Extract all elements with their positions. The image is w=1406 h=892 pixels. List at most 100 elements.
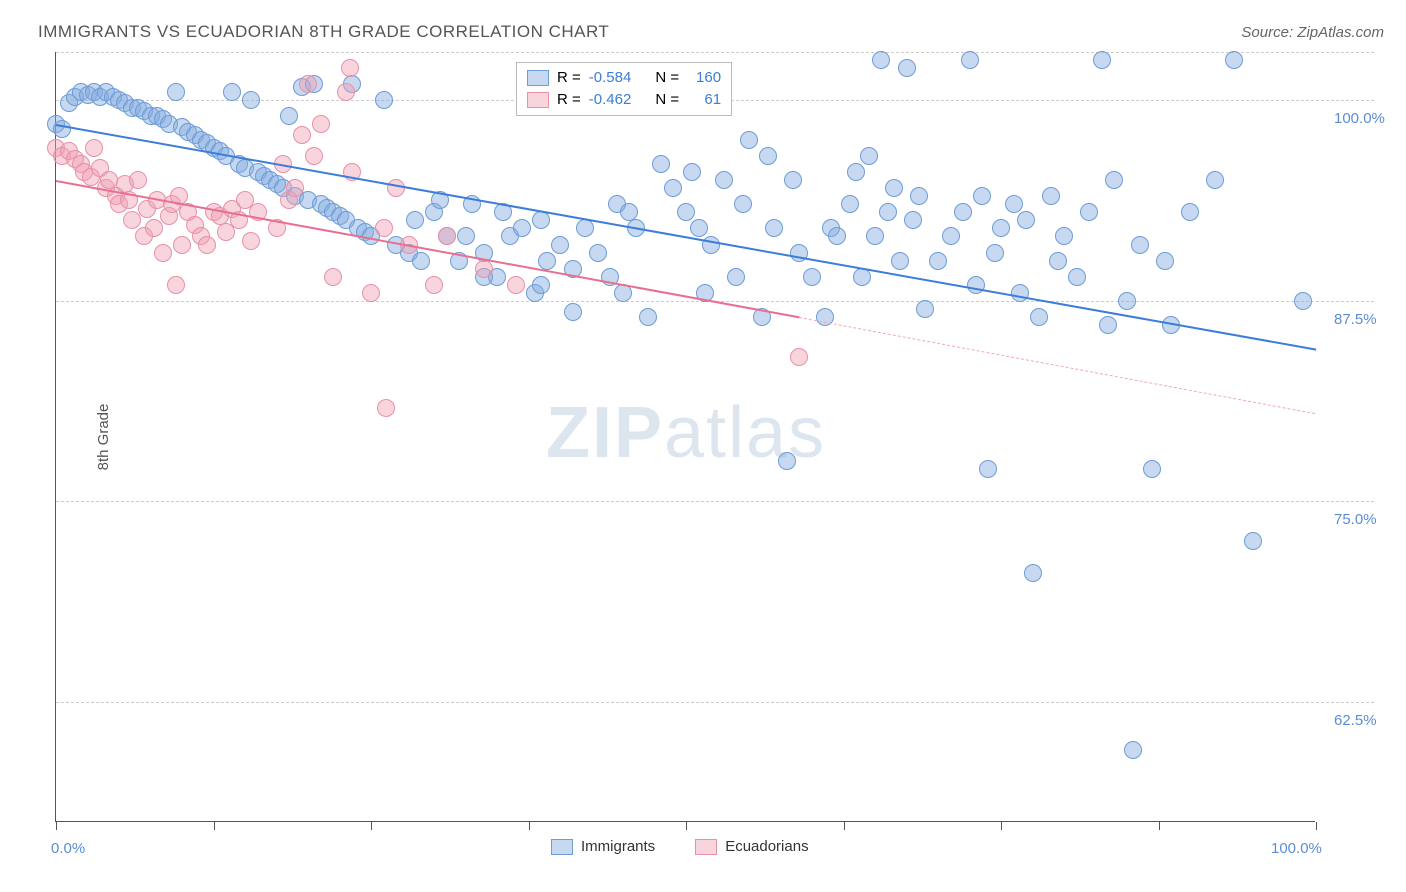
series-legend-item: Immigrants	[551, 836, 655, 858]
data-point	[1181, 203, 1199, 221]
data-point	[879, 203, 897, 221]
x-tick-label: 0.0%	[51, 840, 85, 857]
header-row: IMMIGRANTS VS ECUADORIAN 8TH GRADE CORRE…	[38, 22, 1384, 42]
data-point	[891, 252, 909, 270]
data-point	[375, 91, 393, 109]
data-point	[979, 460, 997, 478]
data-point	[242, 91, 260, 109]
data-point	[167, 83, 185, 101]
series-legend: Immigrants Ecuadorians	[551, 836, 809, 858]
data-point	[1206, 171, 1224, 189]
data-point	[841, 195, 859, 213]
data-point	[973, 187, 991, 205]
source-attribution: Source: ZipAtlas.com	[1241, 24, 1384, 41]
data-point	[664, 179, 682, 197]
data-point	[538, 252, 556, 270]
legend-row: R =-0.584N =160	[527, 67, 721, 89]
data-point	[1093, 51, 1111, 69]
data-point	[759, 147, 777, 165]
correlation-legend: R =-0.584N =160R = -0.462 N = 61	[516, 62, 732, 116]
scatter-plot: 8th Grade ZIPatlas 62.5%75.0%87.5%100.0%…	[55, 52, 1315, 822]
x-tick-mark	[1159, 822, 1160, 830]
chart-title: IMMIGRANTS VS ECUADORIAN 8TH GRADE CORRE…	[38, 22, 609, 42]
data-point	[1124, 741, 1142, 759]
data-point	[85, 139, 103, 157]
data-point	[677, 203, 695, 221]
data-point	[1080, 203, 1098, 221]
data-point	[715, 171, 733, 189]
data-point	[860, 147, 878, 165]
data-point	[425, 276, 443, 294]
legend-n-label: N =	[655, 67, 679, 89]
data-point	[173, 236, 191, 254]
x-tick-mark	[686, 822, 687, 830]
legend-r-label: R =	[557, 89, 581, 111]
legend-r-value: -0.462	[589, 89, 632, 111]
data-point	[53, 120, 71, 138]
data-point	[145, 219, 163, 237]
data-point	[475, 260, 493, 278]
data-point	[457, 227, 475, 245]
data-point	[551, 236, 569, 254]
data-point	[872, 51, 890, 69]
data-point	[898, 59, 916, 77]
data-point	[375, 219, 393, 237]
data-point	[639, 308, 657, 326]
data-point	[564, 303, 582, 321]
legend-swatch	[527, 70, 549, 86]
data-point	[1030, 308, 1048, 326]
y-tick-label: 75.0%	[1334, 511, 1377, 528]
data-point	[242, 232, 260, 250]
data-point	[1068, 268, 1086, 286]
data-point	[1143, 460, 1161, 478]
legend-swatch	[551, 839, 573, 855]
series-legend-item: Ecuadorians	[695, 836, 808, 858]
data-point	[513, 219, 531, 237]
data-point	[305, 147, 323, 165]
data-point	[885, 179, 903, 197]
data-point	[942, 227, 960, 245]
data-point	[790, 348, 808, 366]
data-point	[702, 236, 720, 254]
gridline-horizontal	[56, 501, 1374, 502]
data-point	[727, 268, 745, 286]
y-tick-label: 100.0%	[1334, 110, 1385, 127]
data-point	[1118, 292, 1136, 310]
data-point	[620, 203, 638, 221]
data-point	[1049, 252, 1067, 270]
data-point	[589, 244, 607, 262]
data-point	[438, 227, 456, 245]
x-tick-mark	[56, 822, 57, 830]
data-point	[1105, 171, 1123, 189]
data-point	[1024, 564, 1042, 582]
data-point	[1131, 236, 1149, 254]
data-point	[532, 211, 550, 229]
data-point	[652, 155, 670, 173]
legend-n-value: 61	[687, 89, 721, 111]
data-point	[1005, 195, 1023, 213]
data-point	[986, 244, 1004, 262]
trend-line	[799, 317, 1316, 414]
y-tick-label: 87.5%	[1334, 311, 1377, 328]
legend-swatch	[695, 839, 717, 855]
data-point	[362, 284, 380, 302]
x-tick-mark	[214, 822, 215, 830]
data-point	[324, 268, 342, 286]
data-point	[828, 227, 846, 245]
data-point	[765, 219, 783, 237]
data-point	[1156, 252, 1174, 270]
data-point	[312, 115, 330, 133]
data-point	[377, 399, 395, 417]
data-point	[507, 276, 525, 294]
data-point	[910, 187, 928, 205]
data-point	[198, 236, 216, 254]
series-name: Ecuadorians	[725, 836, 808, 858]
data-point	[1225, 51, 1243, 69]
data-point	[280, 107, 298, 125]
data-point	[387, 179, 405, 197]
gridline-horizontal	[56, 702, 1374, 703]
x-tick-mark	[529, 822, 530, 830]
data-point	[154, 244, 172, 262]
x-tick-mark	[371, 822, 372, 830]
data-point	[286, 179, 304, 197]
